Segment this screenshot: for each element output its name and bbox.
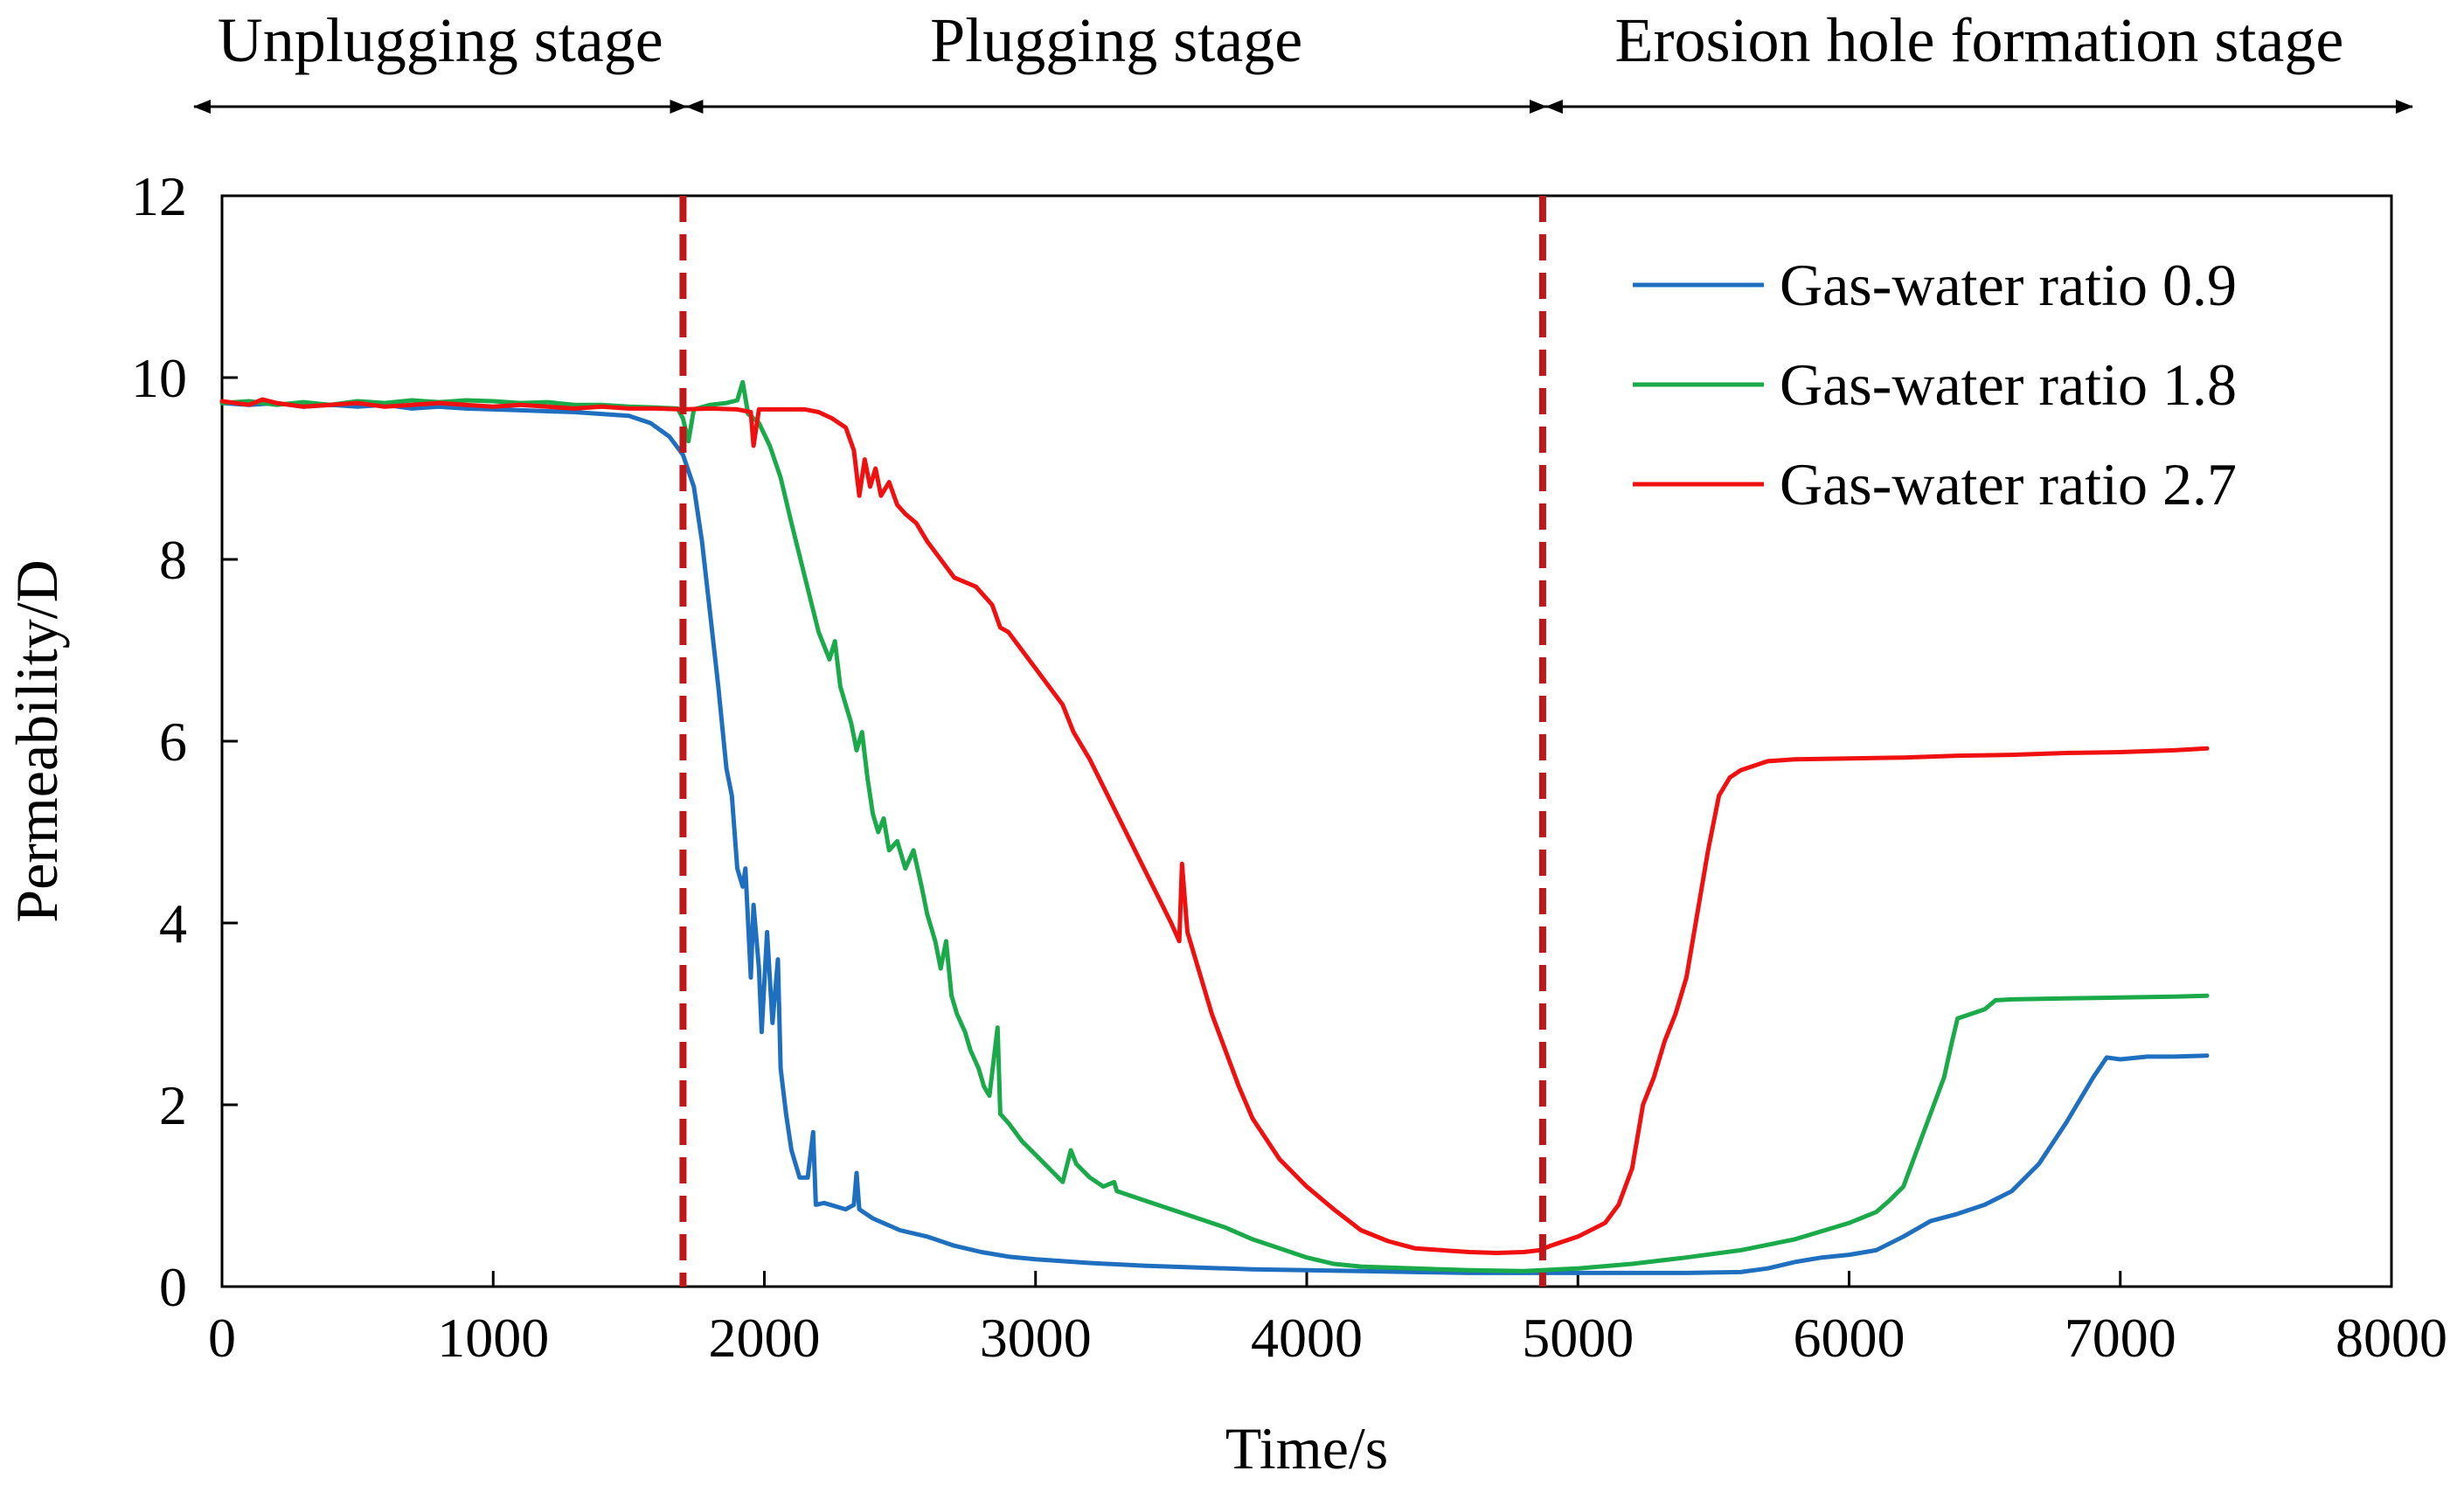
x-tick-label: 0 <box>208 1307 236 1369</box>
stage-label-3: Erosion hole formation stage <box>1615 5 2344 75</box>
legend-label-1: Gas-water ratio 0.9 <box>1780 252 2237 318</box>
x-tick-label: 7000 <box>2065 1307 2176 1369</box>
y-tick-label: 2 <box>159 1074 187 1136</box>
x-tick-label: 2000 <box>709 1307 821 1369</box>
stage-label-2: Plugging stage <box>930 5 1302 75</box>
x-tick-label: 4000 <box>1251 1307 1363 1369</box>
y-tick-label: 12 <box>131 165 187 227</box>
x-tick-label: 1000 <box>437 1307 549 1369</box>
axis-ticks: 0 1000 2000 3000 4000 5000 6000 7000 8000 0 2 4 6 8 10… <box>131 165 2447 1369</box>
stage-boundaries <box>679 196 1546 1287</box>
y-tick-label: 10 <box>131 347 187 409</box>
y-axis-title: Permeability/D <box>3 559 70 922</box>
stage-annotations: Unplugging stage Plugging stage Erosion ho… <box>193 5 2413 114</box>
stage-label-1: Unplugging stage <box>218 5 663 75</box>
x-tick-label: 8000 <box>2336 1307 2447 1369</box>
y-tick-label: 8 <box>159 529 187 591</box>
y-tick-label: 4 <box>159 892 187 954</box>
x-axis-title: Time/s <box>1225 1415 1388 1482</box>
legend-label-3: Gas-water ratio 2.7 <box>1780 451 2237 517</box>
legend-label-2: Gas-water ratio 1.8 <box>1780 351 2237 418</box>
x-tick-label: 3000 <box>980 1307 1092 1369</box>
legend: Gas-water ratio 0.9 Gas-water ratio 1.8 Ga… <box>1633 252 2237 517</box>
y-tick-label: 6 <box>159 711 187 773</box>
series-line-3 <box>219 397 2210 1255</box>
x-tick-label: 6000 <box>1794 1307 1905 1369</box>
x-tick-label: 5000 <box>1522 1307 1634 1369</box>
y-tick-label: 0 <box>159 1256 187 1318</box>
series-line-1 <box>219 400 2210 1275</box>
